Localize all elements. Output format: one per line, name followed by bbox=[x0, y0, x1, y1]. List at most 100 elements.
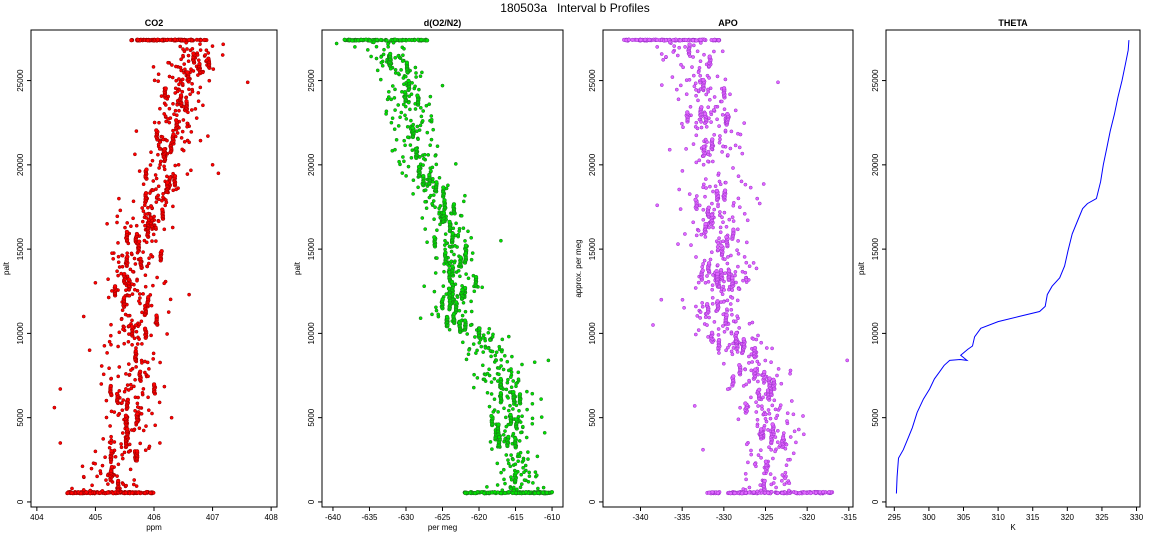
data-point bbox=[467, 348, 471, 352]
data-point bbox=[788, 371, 792, 376]
data-point bbox=[516, 377, 521, 382]
x-tick-label: 310 bbox=[991, 513, 1005, 522]
data-point bbox=[198, 42, 202, 46]
data-point bbox=[149, 303, 154, 308]
data-point bbox=[148, 490, 153, 495]
data-point bbox=[145, 264, 150, 269]
data-point bbox=[146, 261, 151, 266]
data-point bbox=[427, 102, 432, 107]
data-point bbox=[133, 323, 138, 327]
data-point bbox=[473, 491, 478, 496]
data-point bbox=[763, 459, 769, 464]
y-tick-label: 10000 bbox=[16, 322, 25, 345]
data-point bbox=[752, 345, 758, 351]
data-point bbox=[145, 38, 150, 43]
data-point bbox=[698, 37, 703, 42]
data-point bbox=[780, 435, 786, 440]
data-point bbox=[747, 490, 752, 495]
data-point bbox=[788, 368, 793, 373]
data-point bbox=[772, 398, 777, 403]
data-point bbox=[388, 51, 393, 57]
data-point bbox=[161, 191, 165, 196]
data-point bbox=[423, 199, 427, 204]
data-point bbox=[766, 408, 771, 412]
data-point bbox=[521, 458, 526, 463]
data-point bbox=[180, 89, 185, 94]
data-point bbox=[399, 110, 404, 115]
data-point bbox=[124, 483, 129, 488]
data-point bbox=[707, 97, 712, 102]
data-point bbox=[782, 482, 787, 487]
data-point bbox=[170, 63, 174, 67]
data-point bbox=[708, 257, 713, 262]
data-point bbox=[432, 235, 437, 240]
data-point bbox=[153, 173, 158, 177]
data-point bbox=[683, 232, 687, 236]
data-point bbox=[69, 490, 74, 496]
data-point bbox=[813, 490, 818, 495]
data-point bbox=[515, 487, 519, 492]
data-point bbox=[525, 389, 529, 394]
data-point bbox=[400, 171, 405, 175]
data-point bbox=[120, 431, 125, 435]
data-point bbox=[502, 439, 506, 444]
data-point bbox=[95, 474, 99, 479]
data-point bbox=[109, 322, 113, 327]
data-point bbox=[755, 424, 760, 429]
y-axis-label: approx. per meg bbox=[574, 239, 583, 297]
data-point bbox=[655, 37, 660, 42]
data-point bbox=[502, 477, 506, 482]
data-point bbox=[499, 470, 503, 475]
data-point bbox=[120, 253, 125, 258]
data-point bbox=[729, 129, 734, 134]
data-point bbox=[794, 440, 798, 445]
data-point bbox=[154, 176, 159, 181]
data-point bbox=[691, 142, 696, 146]
data-point bbox=[421, 163, 425, 167]
data-point bbox=[189, 108, 194, 112]
data-point bbox=[757, 201, 762, 206]
data-point bbox=[736, 239, 740, 243]
x-tick-label: -630 bbox=[398, 513, 415, 522]
data-point bbox=[174, 113, 179, 118]
data-point bbox=[638, 37, 643, 42]
data-point bbox=[734, 319, 738, 324]
data-point bbox=[701, 144, 706, 149]
data-point bbox=[108, 468, 114, 474]
data-point bbox=[421, 109, 426, 113]
data-point bbox=[120, 264, 125, 269]
x-tick-label: -610 bbox=[544, 513, 561, 522]
data-point bbox=[426, 153, 431, 157]
data-point bbox=[735, 248, 739, 253]
data-point bbox=[132, 336, 137, 341]
data-point bbox=[471, 342, 476, 346]
data-point bbox=[418, 105, 423, 110]
data-point bbox=[704, 92, 709, 97]
data-point bbox=[516, 459, 521, 464]
data-point bbox=[733, 108, 738, 113]
data-point bbox=[173, 108, 178, 113]
data-point bbox=[196, 99, 201, 104]
data-point bbox=[730, 275, 735, 281]
data-point bbox=[684, 147, 688, 151]
data-point bbox=[801, 414, 805, 418]
data-point bbox=[768, 472, 773, 476]
data-point bbox=[65, 490, 70, 496]
data-point bbox=[151, 188, 156, 193]
data-point bbox=[174, 78, 179, 83]
data-point bbox=[776, 80, 780, 85]
data-point bbox=[712, 37, 717, 42]
data-point bbox=[178, 44, 183, 49]
data-point bbox=[530, 421, 535, 426]
data-point bbox=[724, 312, 729, 318]
data-point bbox=[672, 44, 677, 48]
data-point bbox=[201, 103, 205, 108]
data-point bbox=[401, 102, 406, 107]
data-point bbox=[116, 254, 121, 259]
data-point bbox=[158, 360, 162, 365]
y-tick-label: 20000 bbox=[871, 153, 880, 176]
data-point bbox=[151, 232, 156, 237]
data-point bbox=[417, 128, 422, 132]
data-point bbox=[164, 38, 169, 43]
